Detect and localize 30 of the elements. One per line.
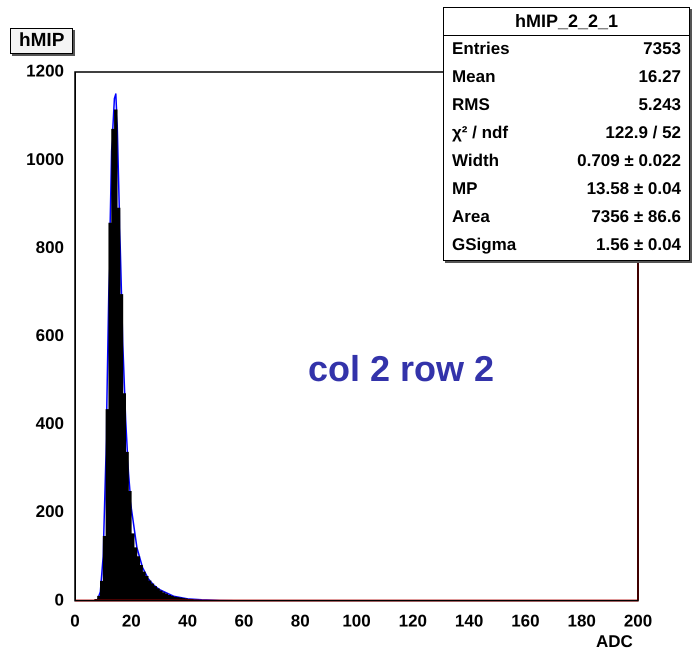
x-tick-label: 80 [290, 611, 310, 630]
x-tick-label: 40 [178, 611, 198, 630]
text: Entries 7353 [452, 39, 681, 58]
x-axis-title: ADC [596, 632, 633, 652]
y-tick-label: 1000 [26, 150, 64, 169]
text: Width 0.709 ± 0.022 [452, 151, 681, 170]
y-tick-label: 600 [36, 326, 64, 345]
text: MP 13.58 ± 0.04 [452, 179, 681, 198]
x-tick-label: 140 [454, 611, 484, 630]
x-tick-label: 0 [70, 611, 80, 630]
x-tick-label: 20 [122, 611, 141, 630]
x-tick-label: 160 [511, 611, 540, 630]
y-tick-label: 1200 [26, 62, 64, 81]
y-tick-label: 800 [36, 238, 64, 257]
y-tick-label: 400 [36, 414, 64, 434]
text: Mean 16.27 [452, 67, 681, 86]
text: χ² / ndf 122.9 / 52 [452, 123, 681, 142]
text: Area 7356 ± 86.6 [452, 207, 681, 226]
x-tick-label: 200 [624, 611, 652, 630]
text: hMIP_2_2_1 [444, 8, 689, 36]
text: GSigma 1.56 ± 0.04 [452, 235, 681, 254]
x-tick-label: 60 [234, 611, 254, 630]
text: RMS 5.243 [452, 95, 681, 114]
x-tick-label: 180 [568, 611, 596, 630]
x-tick-label: 100 [342, 611, 371, 630]
y-tick-label: 0 [54, 590, 64, 610]
x-tick-label: 120 [398, 611, 427, 630]
chart-title: hMIP [10, 28, 74, 54]
annotation: col 2 row 2 [308, 348, 494, 390]
y-tick-label: 200 [36, 502, 64, 522]
